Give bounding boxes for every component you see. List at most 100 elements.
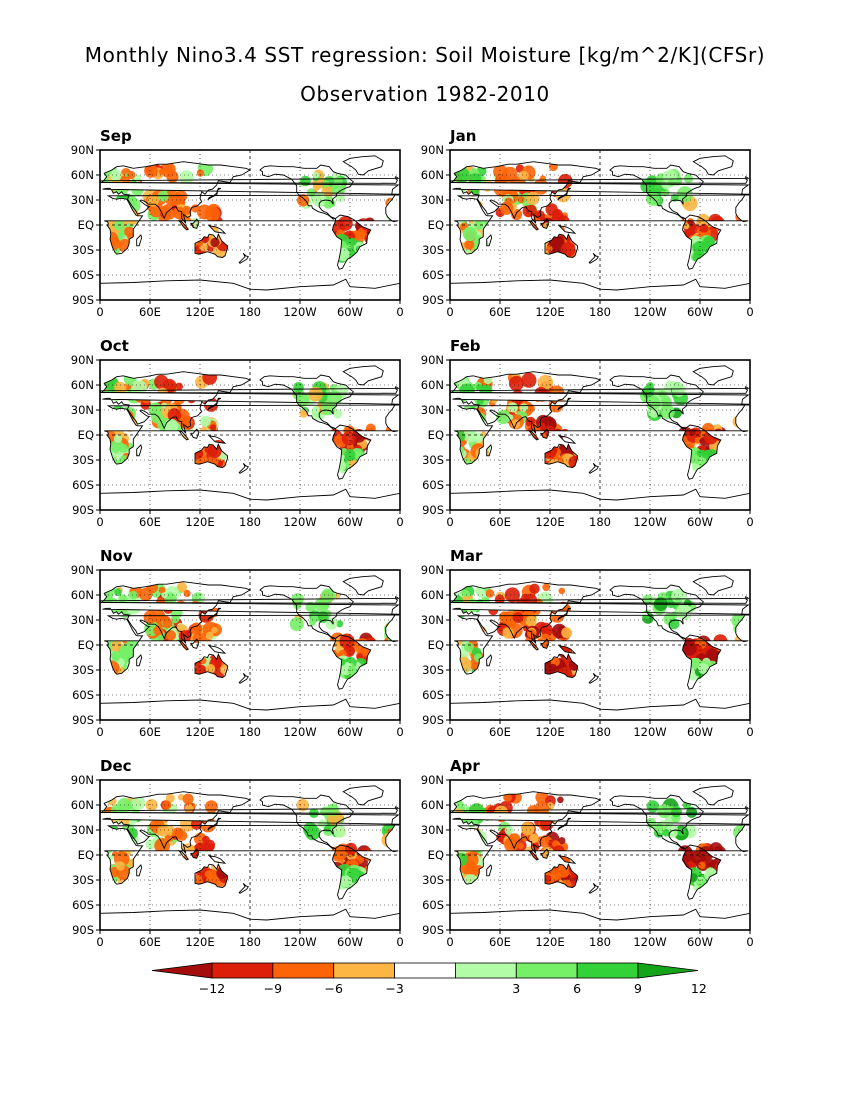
y-tick-label: 90N xyxy=(421,143,444,157)
y-tick-label: 90S xyxy=(422,293,444,307)
panel-title: Apr xyxy=(450,757,480,775)
x-tick-label: 60E xyxy=(139,935,161,949)
x-tick-label: 0 xyxy=(396,725,403,739)
x-tick-label: 120W xyxy=(283,515,316,529)
y-tick-label: 30N xyxy=(71,613,94,627)
x-tick-label: 180 xyxy=(239,935,261,949)
y-tick-label: 90N xyxy=(421,773,444,787)
x-tick-label: 0 xyxy=(96,935,103,949)
x-tick-label: 120E xyxy=(535,305,564,319)
colorbar-box xyxy=(576,962,639,979)
x-tick-label: 0 xyxy=(96,515,103,529)
y-tick-label: 60S xyxy=(72,478,94,492)
y-tick-label: 90N xyxy=(421,353,444,367)
x-tick-label: 60E xyxy=(489,515,511,529)
y-tick-label: EQ xyxy=(78,428,94,442)
y-tick-label: 90N xyxy=(71,773,94,787)
y-tick-label: 30N xyxy=(71,193,94,207)
panel-title: Sep xyxy=(100,127,132,145)
x-tick-label: 120W xyxy=(283,305,316,319)
y-tick-label: 90N xyxy=(421,563,444,577)
y-tick-label: 60S xyxy=(422,478,444,492)
x-tick-label: 60W xyxy=(687,305,713,319)
grid xyxy=(450,570,750,720)
colorbar-box xyxy=(211,962,274,979)
y-tick-label: 30N xyxy=(421,613,444,627)
grid xyxy=(100,570,400,720)
x-tick-label: 60W xyxy=(337,935,363,949)
y-tick-label: 90S xyxy=(72,713,94,727)
grid xyxy=(100,780,400,930)
figure-title: Monthly Nino3.4 SST regression: Soil Moi… xyxy=(85,43,765,67)
y-tick-label: 30S xyxy=(72,243,94,257)
colorbar-max-triangle xyxy=(637,962,699,979)
grid xyxy=(450,780,750,930)
x-tick-label: 0 xyxy=(396,305,403,319)
x-tick-label: 120W xyxy=(633,935,666,949)
colorbar-label: −12 xyxy=(199,981,225,996)
x-tick-label: 60W xyxy=(337,305,363,319)
y-tick-label: 90N xyxy=(71,353,94,367)
y-tick-label: EQ xyxy=(78,218,94,232)
panel-title: Oct xyxy=(100,337,129,355)
colorbar-box xyxy=(272,962,335,979)
panel-title: Feb xyxy=(450,337,481,355)
x-tick-label: 120E xyxy=(535,515,564,529)
x-tick-label: 0 xyxy=(746,725,753,739)
y-tick-label: 60N xyxy=(71,588,94,602)
y-tick-label: 60S xyxy=(422,688,444,702)
x-tick-label: 180 xyxy=(239,305,261,319)
y-tick-label: 60N xyxy=(421,588,444,602)
coastlines xyxy=(450,365,750,510)
panel-title: Jan xyxy=(449,127,476,145)
y-tick-label: 30S xyxy=(422,873,444,887)
coastlines xyxy=(100,575,400,720)
x-tick-label: 60E xyxy=(489,305,511,319)
y-tick-label: 60N xyxy=(71,798,94,812)
y-tick-label: EQ xyxy=(428,428,444,442)
coastlines xyxy=(450,785,750,930)
x-tick-label: 120W xyxy=(633,725,666,739)
y-tick-label: 90S xyxy=(72,293,94,307)
x-tick-label: 60W xyxy=(337,515,363,529)
x-tick-label: 0 xyxy=(746,305,753,319)
x-tick-label: 60E xyxy=(139,515,161,529)
y-tick-label: 30N xyxy=(421,403,444,417)
y-tick-label: 60S xyxy=(72,898,94,912)
x-tick-label: 60E xyxy=(489,725,511,739)
colorbar-label: −3 xyxy=(385,981,403,996)
anomaly-field xyxy=(450,790,750,893)
x-tick-label: 180 xyxy=(589,935,611,949)
y-tick-label: 30S xyxy=(422,243,444,257)
colorbar-label: 9 xyxy=(634,981,642,996)
x-tick-label: 120E xyxy=(535,725,564,739)
panel-title: Dec xyxy=(100,757,132,775)
grid xyxy=(450,150,750,300)
x-tick-label: 0 xyxy=(746,515,753,529)
grid xyxy=(450,360,750,510)
x-tick-label: 120W xyxy=(633,305,666,319)
grid xyxy=(100,360,400,510)
y-tick-label: 60N xyxy=(421,168,444,182)
colorbar-label: 12 xyxy=(691,981,707,996)
y-tick-label: 30S xyxy=(72,873,94,887)
x-tick-label: 120W xyxy=(283,935,316,949)
colorbar-label: 6 xyxy=(573,981,581,996)
x-tick-label: 60W xyxy=(337,725,363,739)
x-tick-label: 0 xyxy=(446,725,453,739)
y-tick-label: 60N xyxy=(71,378,94,392)
x-tick-label: 0 xyxy=(396,515,403,529)
x-tick-label: 0 xyxy=(746,935,753,949)
x-tick-label: 180 xyxy=(239,515,261,529)
y-tick-label: 30S xyxy=(72,663,94,677)
x-tick-label: 120E xyxy=(185,305,214,319)
map-panels: Sep 90N 60N 30N EQ 30S 60S 90S 0 60E 120E 180 120W 60… xyxy=(71,127,754,949)
